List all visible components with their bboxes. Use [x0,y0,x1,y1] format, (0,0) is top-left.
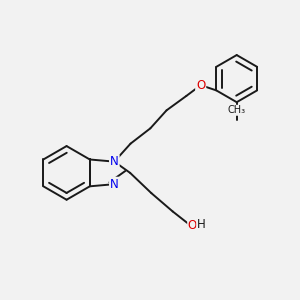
Text: O: O [196,79,205,92]
Text: N: N [110,155,119,168]
Text: CH₃: CH₃ [228,105,246,115]
Text: N: N [110,178,119,191]
Text: H: H [197,218,206,231]
Text: O: O [188,219,197,232]
